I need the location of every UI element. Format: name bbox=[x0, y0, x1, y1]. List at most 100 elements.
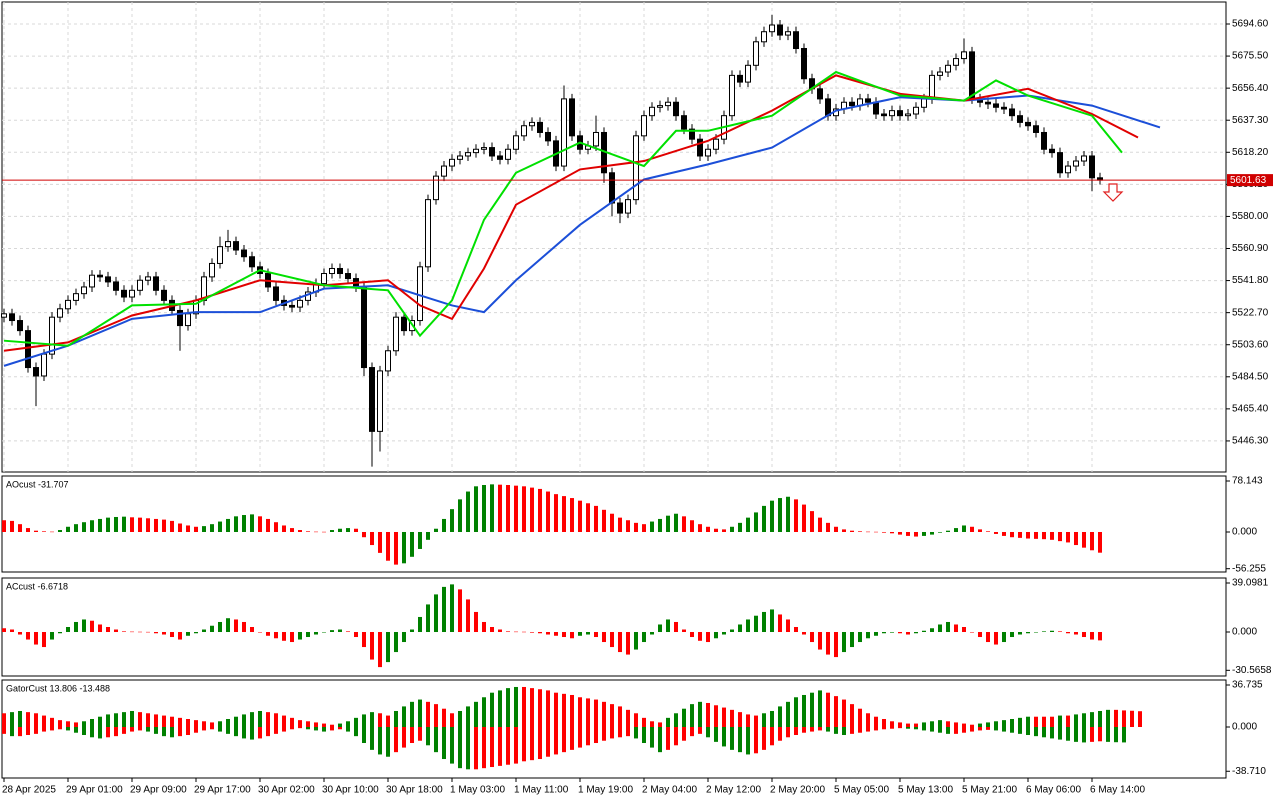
histogram-bar bbox=[346, 631, 350, 633]
price-label: 5601.63 bbox=[1230, 175, 1267, 186]
histogram-bar bbox=[2, 520, 6, 532]
candle-body bbox=[681, 115, 687, 130]
y-tick-label: 5560.90 bbox=[1232, 243, 1269, 254]
candle-body bbox=[345, 273, 351, 280]
gator-bar bbox=[10, 712, 14, 727]
histogram-bar bbox=[802, 504, 806, 532]
gator-bar bbox=[730, 726, 734, 750]
histogram-bar bbox=[1026, 531, 1030, 539]
candle-body bbox=[57, 308, 63, 318]
histogram-bar bbox=[386, 531, 390, 561]
histogram-bar bbox=[258, 516, 262, 532]
histogram-bar bbox=[818, 517, 822, 532]
histogram-bar bbox=[274, 522, 278, 532]
gator-bar bbox=[210, 726, 214, 730]
histogram-bar bbox=[402, 632, 406, 643]
histogram-bar bbox=[858, 632, 862, 643]
histogram-bar bbox=[642, 632, 646, 643]
histogram-bar bbox=[874, 531, 878, 533]
histogram-bar bbox=[826, 522, 830, 532]
histogram-bar bbox=[850, 530, 854, 532]
candle-body bbox=[633, 135, 639, 201]
candle-body bbox=[137, 279, 143, 291]
gator-bar bbox=[778, 726, 782, 741]
x-tick-label: 2 May 04:00 bbox=[642, 785, 697, 796]
gator-bar bbox=[34, 726, 38, 734]
histogram-bar bbox=[418, 531, 422, 549]
gator-bar bbox=[322, 723, 326, 727]
histogram-bar bbox=[762, 611, 766, 633]
histogram-bar bbox=[386, 632, 390, 663]
candle-body bbox=[129, 289, 135, 298]
candle-body bbox=[673, 101, 679, 117]
histogram-bar bbox=[282, 525, 286, 532]
gator-bar bbox=[266, 712, 270, 727]
histogram-bar bbox=[658, 518, 662, 532]
gator-bar bbox=[922, 726, 926, 731]
gator-bar bbox=[482, 726, 486, 769]
gator-bar bbox=[250, 712, 254, 727]
gator-bar bbox=[930, 726, 934, 732]
histogram-bar bbox=[1034, 632, 1038, 633]
histogram-bar bbox=[994, 531, 998, 534]
histogram-bar bbox=[770, 500, 774, 532]
gator-bar bbox=[610, 726, 614, 739]
histogram-bar bbox=[1058, 631, 1062, 633]
histogram-bar bbox=[498, 629, 502, 633]
gator-bar bbox=[458, 726, 462, 769]
histogram-bar bbox=[706, 632, 710, 643]
histogram-bar bbox=[610, 632, 614, 648]
histogram-bar bbox=[218, 621, 222, 633]
gator-bar bbox=[610, 704, 614, 727]
histogram-bar bbox=[450, 509, 454, 532]
gator-bar bbox=[986, 722, 990, 727]
moving-average-line bbox=[3, 70, 1123, 347]
histogram-bar bbox=[458, 499, 462, 532]
gator-bar bbox=[314, 722, 318, 727]
candle-body bbox=[753, 41, 759, 66]
histogram-bar bbox=[242, 515, 246, 532]
gator-bar bbox=[90, 726, 94, 738]
gator-bar bbox=[10, 726, 14, 737]
gator-bar bbox=[1122, 710, 1126, 727]
candle-body bbox=[417, 266, 423, 322]
gator-bar bbox=[218, 721, 222, 727]
gator-bar bbox=[402, 706, 406, 727]
histogram-bar bbox=[522, 486, 526, 532]
histogram-bar bbox=[402, 531, 406, 564]
gator-bar bbox=[674, 726, 678, 746]
gator-bar bbox=[738, 712, 742, 727]
histogram-bar bbox=[794, 626, 798, 633]
gator-bar bbox=[82, 721, 86, 727]
histogram-bar bbox=[466, 491, 470, 532]
gator-bar bbox=[394, 710, 398, 727]
candle-body bbox=[745, 64, 751, 83]
gator-bar bbox=[938, 720, 942, 727]
histogram-bar bbox=[90, 620, 94, 633]
gator-bar bbox=[682, 726, 686, 741]
gator-bar bbox=[1002, 726, 1006, 732]
histogram-bar bbox=[722, 632, 726, 635]
y-tick-label: -56.255 bbox=[1232, 563, 1266, 574]
gator-bar bbox=[818, 690, 822, 727]
histogram-bar bbox=[426, 604, 430, 633]
candle-body bbox=[761, 31, 767, 43]
histogram-bar bbox=[1098, 632, 1102, 641]
gator-bar bbox=[746, 714, 750, 727]
histogram-bar bbox=[546, 632, 550, 635]
candle-body bbox=[1073, 160, 1079, 167]
gator-bar bbox=[458, 710, 462, 727]
gator-bar bbox=[434, 726, 438, 753]
gator-bar bbox=[490, 692, 494, 727]
candle-body bbox=[225, 241, 231, 248]
histogram-bar bbox=[42, 632, 46, 648]
gator-bar bbox=[882, 718, 886, 727]
histogram-bar bbox=[442, 586, 446, 633]
gator-bar bbox=[498, 726, 502, 766]
gator-bar bbox=[274, 713, 278, 727]
gator-bar bbox=[258, 710, 262, 727]
candle-body bbox=[1065, 165, 1071, 174]
gator-bar bbox=[66, 721, 70, 727]
histogram-bar bbox=[786, 496, 790, 532]
histogram-bar bbox=[426, 531, 430, 540]
